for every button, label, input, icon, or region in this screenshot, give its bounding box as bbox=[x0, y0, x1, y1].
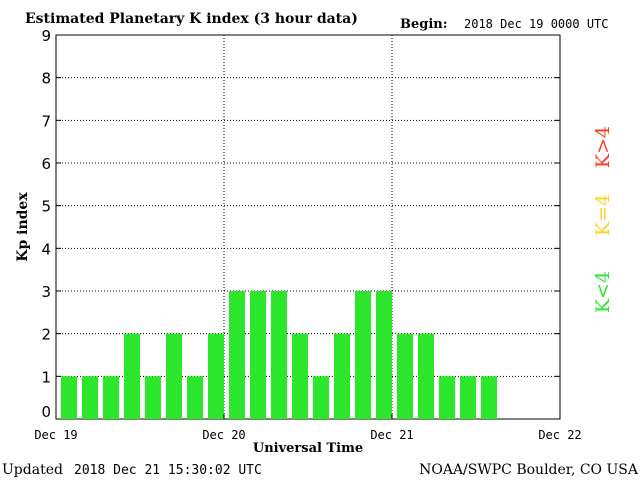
updated-label: Updated bbox=[2, 462, 63, 478]
updated-value: 2018 Dec 21 15:30:02 UTC bbox=[74, 463, 262, 478]
legend-label: K=4 bbox=[592, 194, 614, 236]
y-tick-label: 5 bbox=[41, 198, 51, 216]
kp-bar bbox=[187, 376, 203, 419]
kp-bar bbox=[481, 376, 497, 419]
kp-bar bbox=[334, 333, 350, 419]
x-axis-label: Universal Time bbox=[253, 441, 363, 456]
x-tick-label: Dec 19 bbox=[34, 428, 77, 442]
kp-bar bbox=[355, 291, 371, 419]
kp-bar bbox=[313, 376, 329, 419]
kp-bar bbox=[103, 376, 119, 419]
kp-bar bbox=[124, 333, 140, 419]
kp-bar bbox=[61, 376, 77, 419]
begin-label: Begin: bbox=[400, 17, 448, 32]
kp-bar bbox=[229, 291, 245, 419]
y-tick-label: 2 bbox=[41, 326, 51, 344]
legend-label: K>4 bbox=[592, 126, 614, 168]
y-tick-label: 1 bbox=[41, 368, 51, 386]
y-tick-label: 3 bbox=[41, 283, 51, 301]
kp-bar bbox=[166, 333, 182, 419]
kp-bar bbox=[292, 333, 308, 419]
kp-bar bbox=[82, 376, 98, 419]
kp-bar bbox=[250, 291, 266, 419]
kp-bar bbox=[376, 291, 392, 419]
bar-series bbox=[61, 291, 497, 419]
y-tick-label: 4 bbox=[41, 240, 51, 258]
kp-bar bbox=[418, 333, 434, 419]
chart-title: Estimated Planetary K index (3 hour data… bbox=[25, 11, 358, 27]
y-tick-label: 8 bbox=[41, 70, 51, 88]
x-axis-ticks: Dec 19 Dec 20 Dec 21 Dec 22 bbox=[34, 414, 582, 442]
begin-value: 2018 Dec 19 0000 UTC bbox=[464, 17, 609, 31]
credit-text: NOAA/SWPC Boulder, CO USA bbox=[419, 462, 639, 478]
y-tick-label: 6 bbox=[41, 155, 51, 173]
x-tick-label: Dec 22 bbox=[538, 428, 581, 442]
kp-bar bbox=[439, 376, 455, 419]
y-tick-label: 7 bbox=[41, 112, 51, 130]
x-tick-label: Dec 20 bbox=[202, 428, 245, 442]
y-tick-label: 9 bbox=[41, 27, 51, 45]
kp-bar bbox=[208, 333, 224, 419]
y-axis-label: Kp index bbox=[15, 192, 31, 262]
legend: K>4 K=4 K<4 bbox=[592, 126, 614, 313]
kp-bar bbox=[397, 333, 413, 419]
kp-bar bbox=[460, 376, 476, 419]
kp-bar bbox=[271, 291, 287, 419]
kp-bar bbox=[145, 376, 161, 419]
legend-label: K<4 bbox=[592, 271, 614, 313]
x-tick-label: Dec 21 bbox=[370, 428, 413, 442]
y-tick-label: 0 bbox=[41, 403, 51, 421]
y-axis-ticks: 0 1 2 3 4 5 6 7 8 9 bbox=[41, 27, 560, 421]
